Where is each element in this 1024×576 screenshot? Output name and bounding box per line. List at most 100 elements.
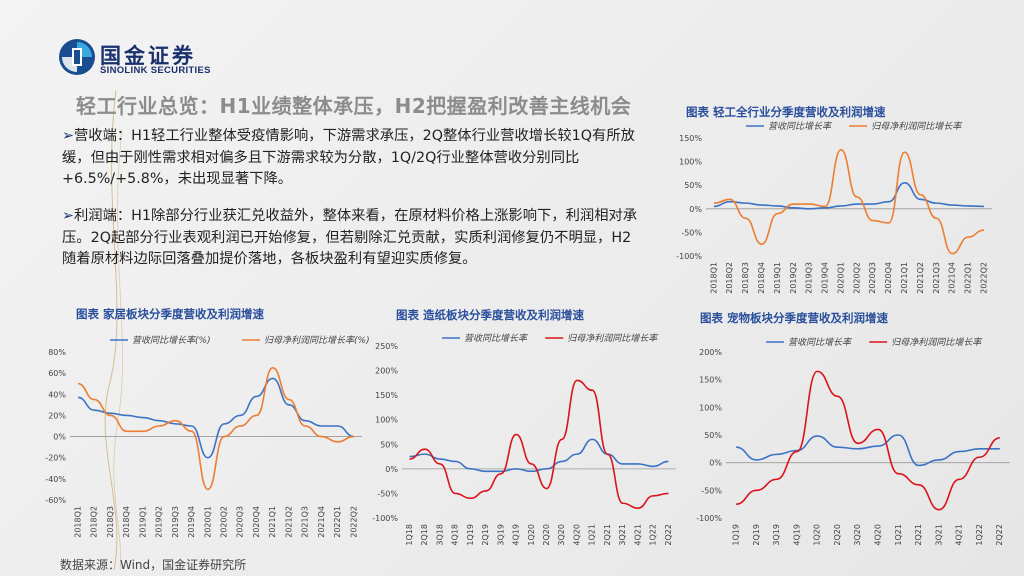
x-tick-label: 2021Q2 — [284, 506, 293, 538]
x-tick-label: 2018Q1 — [709, 262, 718, 294]
chart-home-furnishing: 80% 60% 40% 20% 0% -20% -40% -60% 2018Q1 2018Q2 20… — [45, 335, 370, 538]
x-tick-label: 2019Q1 — [773, 262, 782, 294]
series-line — [77, 377, 354, 459]
series-line — [77, 367, 354, 491]
x-tick-label: 4Q21 — [955, 524, 964, 546]
y-tick-label: -100% — [372, 514, 398, 523]
series-line — [736, 370, 1001, 511]
y-tick-label: 200% — [699, 348, 722, 357]
chart-all-industry: 150% 100% 50% 0% -50% -100% 2018Q1 2018Q2 2018Q3… — [676, 121, 992, 294]
y-tick-label: -60% — [45, 496, 66, 505]
y-tick-label: 50% — [704, 431, 722, 440]
series-line — [713, 148, 985, 255]
x-tick-label: 2020Q3 — [236, 506, 245, 538]
x-tick-label: 1Q21 — [588, 524, 597, 546]
x-tick-label: 2Q21 — [914, 524, 923, 546]
brand-name-en: SINOLINK SECURITIES — [100, 65, 211, 76]
x-tick-label: 1Q18 — [405, 524, 414, 546]
x-tick-label: 2021Q1 — [268, 506, 277, 538]
series-line — [713, 182, 985, 210]
x-tick-label: 2Q18 — [420, 524, 429, 546]
bullet-arrow-icon: ➢ — [62, 208, 74, 224]
y-tick-label: 50% — [380, 440, 398, 449]
x-tick-label: 2021Q4 — [317, 506, 326, 538]
paragraph-revenue: ➢营收端：H1轻工行业整体受疫情影响，下游需求承压，2Q整体行业营收增长较1Q有… — [62, 126, 642, 191]
x-tick-label: 2Q19 — [752, 524, 761, 546]
x-tick-label: 1Q19 — [732, 524, 741, 546]
y-tick-label: 150% — [699, 376, 722, 385]
legend-label: 营收同比增长率 — [788, 337, 853, 348]
x-tick-label: 3Q21 — [618, 524, 627, 546]
x-tick-label: 3Q18 — [435, 524, 444, 546]
brand-name-cn: 国金证券 — [100, 44, 196, 68]
x-tick-label: 2018Q2 — [90, 506, 99, 538]
y-tick-label: -50% — [701, 486, 722, 495]
y-tick-label: 60% — [48, 369, 66, 378]
legend-label: 归母净利润同比增长率 — [871, 121, 963, 132]
y-tick-label: -100% — [676, 252, 702, 261]
x-tick-label: 2022Q2 — [979, 262, 988, 294]
x-tick-label: 3Q20 — [557, 524, 566, 546]
y-tick-label: -50% — [377, 489, 398, 498]
chart-title-home: 图表 家居板块分季度营收及利润增速 — [76, 307, 265, 321]
x-tick-label: 3Q21 — [934, 524, 943, 546]
x-tick-label: 2018Q3 — [106, 506, 115, 538]
x-tick-label: 4Q20 — [874, 524, 883, 546]
x-tick-label: 2022Q2 — [349, 506, 358, 538]
legend-label: 归母净利润同比增长率(%) — [264, 335, 370, 346]
brand-logo: 国金证券 SINOLINK SECURITIES — [58, 36, 238, 80]
y-tick-label: 250% — [375, 342, 398, 351]
logo-icon — [59, 39, 95, 75]
x-tick-label: 1Q21 — [894, 524, 903, 546]
x-tick-label: 2Q20 — [833, 524, 842, 546]
x-tick-label: 2020Q2 — [852, 262, 861, 294]
x-tick-label: 2018Q1 — [74, 506, 83, 538]
x-tick-label: 4Q19 — [792, 524, 801, 546]
y-tick-label: 0% — [689, 205, 702, 214]
x-tick-label: 2Q22 — [995, 524, 1004, 546]
x-tick-label: 2020Q1 — [836, 262, 845, 294]
y-tick-label: 100% — [679, 158, 702, 167]
bullet-arrow-icon: ➢ — [62, 128, 74, 144]
x-tick-label: 2022Q1 — [964, 262, 973, 294]
x-tick-label: 2019Q4 — [821, 262, 830, 294]
chart-paper: 250% 200% 150% 100% 50% 0% -50% -100% 1Q18 2Q18 3Q… — [372, 333, 676, 546]
x-tick-label: 1Q20 — [813, 524, 822, 546]
y-tick-label: 150% — [679, 134, 702, 143]
x-tick-label: 4Q19 — [512, 524, 521, 546]
legend-label: 营收同比增长率(%) — [132, 335, 211, 346]
x-tick-label: 2020Q4 — [252, 506, 261, 538]
x-tick-label: 2021Q4 — [948, 262, 957, 294]
x-tick-label: 2Q21 — [603, 524, 612, 546]
x-tick-label: 2020Q4 — [884, 262, 893, 294]
y-tick-label: -40% — [45, 475, 66, 484]
x-tick-label: 2Q22 — [664, 524, 673, 546]
x-tick-label: 2Q20 — [542, 524, 551, 546]
slide-headline: 轻工行业总览：H1业绩整体承压，H2把握盈利改善主线机会 — [76, 94, 632, 118]
x-tick-label: 2018Q4 — [122, 506, 131, 538]
x-tick-label: 2021Q3 — [301, 506, 310, 538]
x-tick-label: 2020Q1 — [203, 506, 212, 538]
x-tick-label: 2019Q3 — [805, 262, 814, 294]
x-tick-label: 2019Q2 — [155, 506, 164, 538]
x-tick-label: 2019Q2 — [789, 262, 798, 294]
x-tick-label: 2021Q2 — [916, 262, 925, 294]
x-tick-label: 4Q18 — [451, 524, 460, 546]
x-tick-label: 3Q20 — [853, 524, 862, 546]
decorative-lines — [104, 90, 123, 570]
x-tick-label: 4Q20 — [572, 524, 581, 546]
legend-label: 归母净利润同比增长率 — [567, 333, 659, 344]
legend-label: 营收同比增长率 — [768, 121, 833, 132]
x-tick-label: 2018Q4 — [757, 262, 766, 294]
x-tick-label: 2021Q3 — [932, 262, 941, 294]
y-tick-label: 100% — [699, 403, 722, 412]
paragraph-text: 利润端：H1除部分行业获汇兑收益外，整体来看，在原材料价格上涨影响下，利润相对承… — [62, 208, 638, 267]
x-tick-label: 1Q19 — [466, 524, 475, 546]
x-tick-label: 2022Q1 — [333, 506, 342, 538]
data-source-note: 数据来源：Wind，国金证券研究所 — [60, 558, 247, 572]
x-tick-label: 2018Q2 — [725, 262, 734, 294]
series-line — [409, 379, 669, 509]
x-tick-label: 2019Q1 — [138, 506, 147, 538]
chart-title-pet: 图表 宠物板块分季度营收及利润增速 — [700, 311, 889, 325]
y-tick-label: 50% — [684, 181, 702, 190]
